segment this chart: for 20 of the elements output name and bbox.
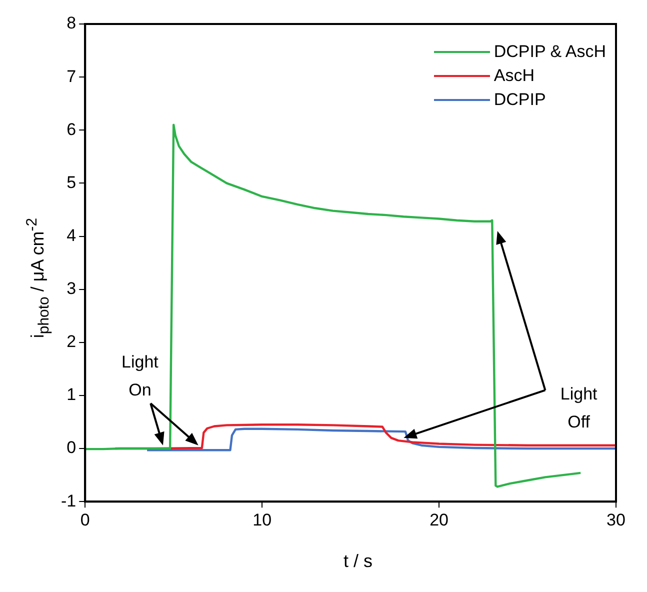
x-tick-label: 10 xyxy=(252,510,272,530)
x-tick-label: 30 xyxy=(606,510,626,530)
y-tick-label: 3 xyxy=(66,279,76,298)
y-tick-label: 4 xyxy=(66,226,76,245)
annotation: Light On xyxy=(122,352,159,400)
legend-label: DCPIP & AscH xyxy=(494,42,606,62)
x-tick-label: 20 xyxy=(430,510,448,530)
y-tick-label: 6 xyxy=(66,120,76,139)
y-tick-label: 5 xyxy=(66,172,76,192)
y-tick-label: 7 xyxy=(66,66,76,86)
y-tick-label: 1 xyxy=(66,385,76,404)
legend-label: DCPIP xyxy=(494,90,546,110)
legend-label: AscH xyxy=(494,66,534,86)
x-tick-label: 0 xyxy=(80,510,90,530)
y-tick-label: 8 xyxy=(66,14,76,33)
y-tick-label: 0 xyxy=(66,438,76,458)
annotation: Light Off xyxy=(560,384,598,432)
x-axis-title: t / s xyxy=(343,551,373,572)
y-tick-label: -1 xyxy=(60,491,76,510)
y-tick-label: 2 xyxy=(66,332,76,352)
